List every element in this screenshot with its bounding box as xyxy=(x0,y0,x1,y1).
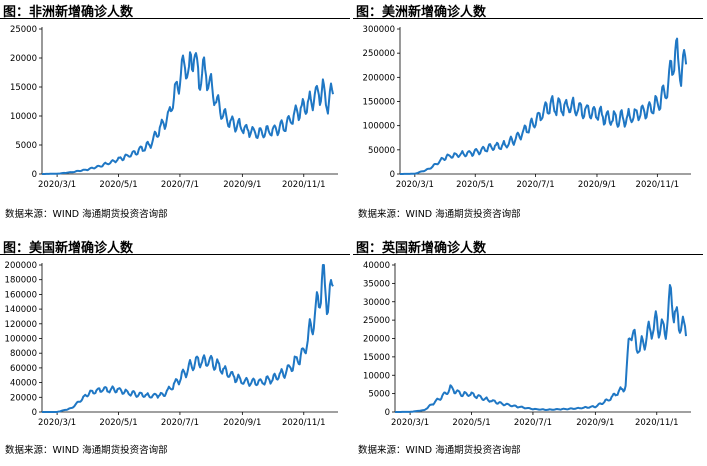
y-tick-label: 60000 xyxy=(10,364,37,374)
y-tick-label: 40000 xyxy=(10,379,37,389)
series-line xyxy=(395,284,687,413)
y-tick-label: 0 xyxy=(390,170,395,180)
y-tick-label: 25000 xyxy=(363,316,390,326)
source-note: 数据来源：WIND 海通期货投资咨询部 xyxy=(5,445,168,456)
y-tick-label: 15000 xyxy=(10,83,37,93)
source-note: 数据来源：WIND 海通期货投资咨询部 xyxy=(358,445,521,456)
y-tick-label: 5000 xyxy=(15,141,37,151)
y-tick-label: 30000 xyxy=(363,298,390,308)
line-chart-africa: 0 5000 10000 15000 20000 25000 2020/3/1 2020/5/… xyxy=(10,25,338,190)
y-tick-label: 160000 xyxy=(5,290,37,300)
chart-panel-uk: 图：英国新增确诊人数 0 5000 10000 15000 20000 25000 3000… xyxy=(353,236,703,466)
x-tick-label: 2020/7/1 xyxy=(161,418,199,428)
y-tick-label: 50000 xyxy=(368,146,395,156)
chart-panel-africa: 图：非洲新增确诊人数 0 5000 10000 15000 20000 25000 2020… xyxy=(0,0,350,230)
x-tick-label: 2020/9/1 xyxy=(578,180,616,190)
y-tick-label: 80000 xyxy=(10,349,37,359)
x-tick-label: 2020/11/1 xyxy=(636,180,680,190)
y-tick-label: 10000 xyxy=(363,371,390,381)
y-tick-label: 100000 xyxy=(363,122,395,132)
y-tick-label: 20000 xyxy=(10,393,37,403)
x-tick-label: 2020/3/1 xyxy=(38,418,76,428)
y-tick-label: 200000 xyxy=(363,73,395,83)
title-divider xyxy=(0,18,350,19)
x-tick-label: 2020/5/1 xyxy=(452,418,490,428)
y-tick-label: 5000 xyxy=(368,390,390,400)
x-tick-label: 2020/11/1 xyxy=(282,180,326,190)
y-tick-label: 10000 xyxy=(10,112,37,122)
x-tick-label: 2020/7/1 xyxy=(161,180,199,190)
y-tick-label: 100000 xyxy=(5,335,37,345)
x-tick-label: 2020/5/1 xyxy=(456,180,494,190)
x-tick-label: 2020/5/1 xyxy=(99,180,137,190)
y-tick-label: 250000 xyxy=(363,49,395,59)
y-tick-label: 0 xyxy=(32,408,37,418)
x-tick-label: 2020/3/1 xyxy=(38,180,76,190)
x-tick-label: 2020/7/1 xyxy=(517,180,555,190)
y-tick-label: 300000 xyxy=(363,25,395,35)
title-divider xyxy=(0,254,350,255)
x-tick-label: 2020/3/1 xyxy=(391,418,429,428)
y-tick-label: 120000 xyxy=(5,320,37,330)
chart-panel-americas: 图：美洲新增确诊人数 0 50000 100000 150000 200000 25000… xyxy=(353,0,703,230)
y-tick-label: 35000 xyxy=(363,279,390,289)
y-tick-label: 20000 xyxy=(10,54,37,64)
line-chart-americas: 0 50000 100000 150000 200000 250000 300000 2020… xyxy=(363,25,691,190)
source-note: 数据来源：WIND 海通期货投资咨询部 xyxy=(358,209,521,220)
x-tick-label: 2020/9/1 xyxy=(223,418,261,428)
y-tick-label: 150000 xyxy=(363,98,395,108)
chart-title: 图：美国新增确诊人数 xyxy=(3,241,134,256)
y-tick-label: 140000 xyxy=(5,305,37,315)
series-line xyxy=(400,37,688,175)
title-divider xyxy=(353,254,703,255)
y-tick-label: 20000 xyxy=(363,335,390,345)
chart-title: 图：非洲新增确诊人数 xyxy=(3,5,134,20)
x-tick-label: 2020/3/1 xyxy=(396,180,434,190)
y-tick-label: 0 xyxy=(32,170,37,180)
series-line xyxy=(42,51,334,175)
x-tick-label: 2020/9/1 xyxy=(223,180,261,190)
line-chart-uk: 0 5000 10000 15000 20000 25000 30000 35000 40000… xyxy=(363,261,691,428)
source-note: 数据来源：WIND 海通期货投资咨询部 xyxy=(5,209,168,220)
x-tick-label: 2020/5/1 xyxy=(99,418,137,428)
chart-title: 图：美洲新增确诊人数 xyxy=(356,5,487,20)
y-tick-label: 25000 xyxy=(10,25,37,35)
chart-panel-usa: 图：美国新增确诊人数 0 20000 40000 60000 80000 100000 12… xyxy=(0,236,350,466)
x-tick-label: 2020/9/1 xyxy=(576,418,614,428)
x-tick-label: 2020/11/1 xyxy=(635,418,679,428)
title-divider xyxy=(353,18,703,19)
chart-title: 图：英国新增确诊人数 xyxy=(356,241,487,256)
line-chart-usa: 0 20000 40000 60000 80000 100000 120000 140000 1… xyxy=(5,261,338,428)
y-tick-label: 200000 xyxy=(5,261,37,271)
y-tick-label: 15000 xyxy=(363,353,390,363)
x-tick-label: 2020/7/1 xyxy=(514,418,552,428)
y-tick-label: 40000 xyxy=(363,261,390,271)
y-tick-label: 0 xyxy=(385,408,390,418)
y-tick-label: 180000 xyxy=(5,276,37,286)
series-line xyxy=(42,264,334,413)
x-tick-label: 2020/11/1 xyxy=(282,418,326,428)
